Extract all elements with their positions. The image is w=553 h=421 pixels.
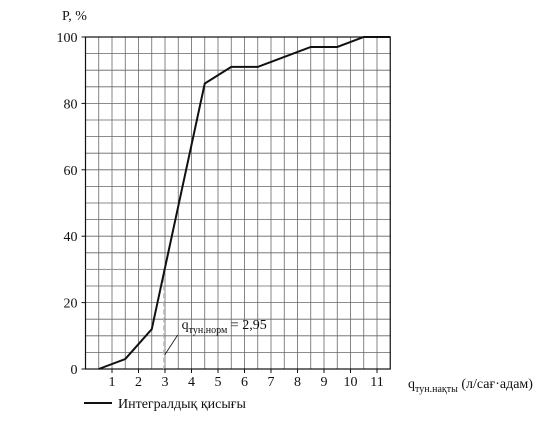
x-tick-label: 9 bbox=[321, 375, 328, 390]
y-tick-label: 40 bbox=[64, 230, 78, 245]
x-axis-label: qтун.нақты (л/сағ·адам) bbox=[408, 377, 533, 395]
x-tick-label: 10 bbox=[344, 375, 358, 390]
annotation-suffix: = 2,95 bbox=[227, 318, 266, 333]
y-axis-label: P, % bbox=[62, 9, 87, 24]
x-tick-label: 1 bbox=[109, 375, 116, 390]
annotation-sub: тун.норм bbox=[189, 325, 228, 336]
annotation: qтун.норм = 2,95 bbox=[182, 318, 267, 336]
data-line bbox=[98, 36, 391, 370]
x-label-sub: тун.нақты bbox=[415, 384, 458, 395]
x-tick-label: 5 bbox=[215, 375, 222, 390]
x-tick-label: 8 bbox=[294, 375, 301, 390]
x-label-suffix: (л/сағ·адам) bbox=[458, 377, 533, 392]
x-tick-label: 6 bbox=[241, 375, 248, 390]
x-tick-label: 4 bbox=[188, 375, 195, 390]
y-tick-label: 60 bbox=[64, 164, 78, 179]
annotation-main: q bbox=[182, 318, 189, 333]
x-tick-label: 2 bbox=[135, 375, 142, 390]
x-tick-label: 11 bbox=[370, 375, 383, 390]
x-tick-label: 3 bbox=[162, 375, 169, 390]
legend-label: Интегралдық қисығы bbox=[118, 397, 246, 412]
y-tick-label: 80 bbox=[64, 97, 78, 112]
x-label-main: q bbox=[408, 377, 415, 392]
y-tick-label: 0 bbox=[71, 363, 78, 378]
annotation-pointer bbox=[164, 334, 179, 356]
plot-frame bbox=[84, 36, 391, 370]
x-tick-label: 7 bbox=[268, 375, 275, 390]
y-tick-label: 100 bbox=[57, 31, 78, 46]
y-tick-label: 20 bbox=[64, 297, 78, 312]
